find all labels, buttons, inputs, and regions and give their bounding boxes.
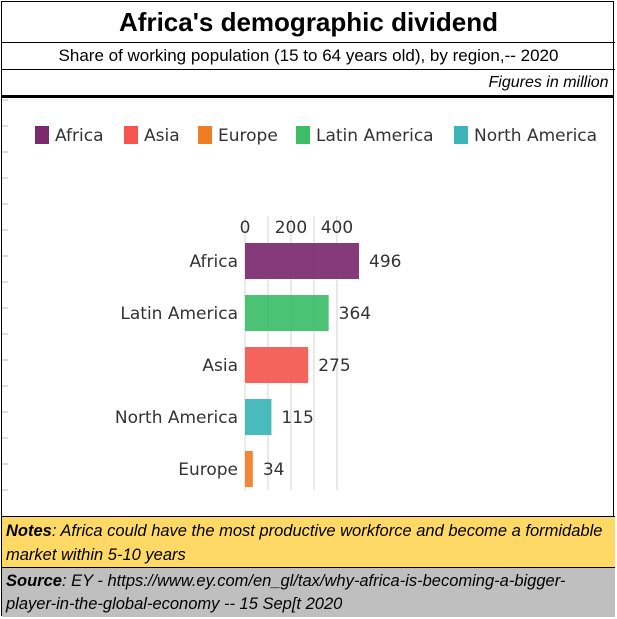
- value-labels: 496 364 275 115 34: [263, 252, 402, 480]
- legend-label: Africa: [55, 126, 104, 146]
- legend-item: Latin America: [296, 126, 434, 146]
- chart-title: Africa's demographic dividend: [2, 2, 615, 43]
- legend-item: Africa: [35, 126, 104, 146]
- source-box: Source: EY - https://www.ey.com/en_gl/ta…: [2, 568, 615, 617]
- value-label: 496: [369, 252, 401, 272]
- value-label: 275: [318, 356, 350, 376]
- units-note: Figures in million: [2, 70, 613, 98]
- legend-item: Asia: [124, 126, 180, 146]
- x-tick-label: 400: [321, 218, 353, 238]
- value-label: 34: [263, 460, 285, 480]
- source-text: : EY - https://www.ey.com/en_gl/tax/why-…: [6, 572, 566, 613]
- x-tick-labels: 0 200 400: [240, 218, 354, 238]
- bar: [245, 399, 272, 435]
- legend-label: North America: [474, 126, 597, 146]
- legend-item: Europe: [198, 126, 278, 146]
- x-tick-label: 200: [275, 218, 307, 238]
- source-label: Source: [6, 572, 62, 590]
- bars: [245, 243, 359, 487]
- category-label: Africa: [190, 252, 239, 272]
- legend-label: Asia: [144, 126, 180, 146]
- bar: [245, 243, 359, 279]
- notes-label: Notes: [6, 522, 52, 540]
- legend: Africa Asia Europe Latin America North Ameri…: [35, 126, 597, 146]
- category-label: Latin America: [120, 304, 238, 324]
- category-labels: Africa Latin America Asia North America Euro…: [115, 252, 238, 480]
- bar: [245, 295, 329, 331]
- value-label: 115: [281, 408, 313, 428]
- legend-swatch: [198, 126, 212, 144]
- legend-item: North America: [454, 126, 597, 146]
- bar-chart: Africa Asia Europe Latin America North Ameri…: [2, 99, 597, 491]
- value-label: 364: [339, 304, 371, 324]
- legend-label: Europe: [218, 126, 278, 146]
- plot-area: Africa Asia Europe Latin America North Ameri…: [2, 98, 615, 516]
- left-tick-marks: [2, 99, 8, 491]
- notes-text: : Africa could have the most productive …: [6, 522, 603, 564]
- legend-swatch: [454, 126, 468, 144]
- legend-swatch: [296, 126, 310, 144]
- category-label: Europe: [178, 460, 238, 480]
- chart-subtitle: Share of working population (15 to 64 ye…: [2, 43, 615, 70]
- legend-label: Latin America: [316, 126, 434, 146]
- category-label: Asia: [202, 356, 238, 376]
- notes-box: Notes: Africa could have the most produc…: [2, 516, 615, 568]
- legend-swatch: [124, 126, 138, 144]
- category-label: North America: [115, 408, 238, 428]
- bar: [245, 347, 309, 383]
- units-text: Figures in million: [488, 74, 609, 91]
- legend-swatch: [35, 126, 49, 144]
- bar: [245, 451, 253, 487]
- x-tick-label: 0: [240, 218, 251, 238]
